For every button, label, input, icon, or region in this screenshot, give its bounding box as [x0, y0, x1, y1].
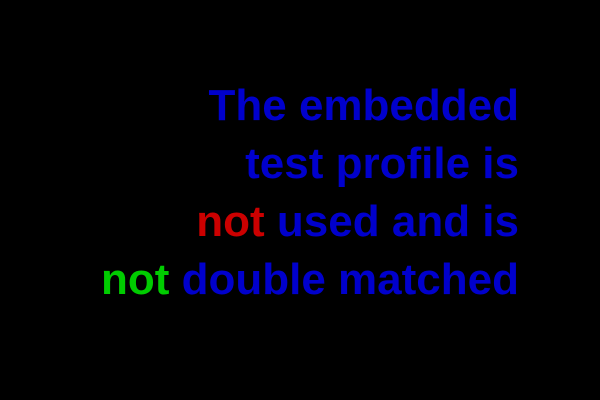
message-line-3: not used and is	[101, 193, 519, 251]
not-word-green: not	[100, 255, 170, 304]
message-line-2: test profile is	[245, 139, 519, 188]
not-word-red: not	[196, 197, 265, 246]
message-line-3-rest: used and is	[276, 197, 519, 246]
message-line-4-rest: double matched	[181, 255, 519, 304]
message-line-1: The embedded	[208, 81, 520, 130]
test-message: The embedded test profile is not used an…	[101, 77, 519, 309]
message-line-4: not double matched	[101, 251, 519, 309]
